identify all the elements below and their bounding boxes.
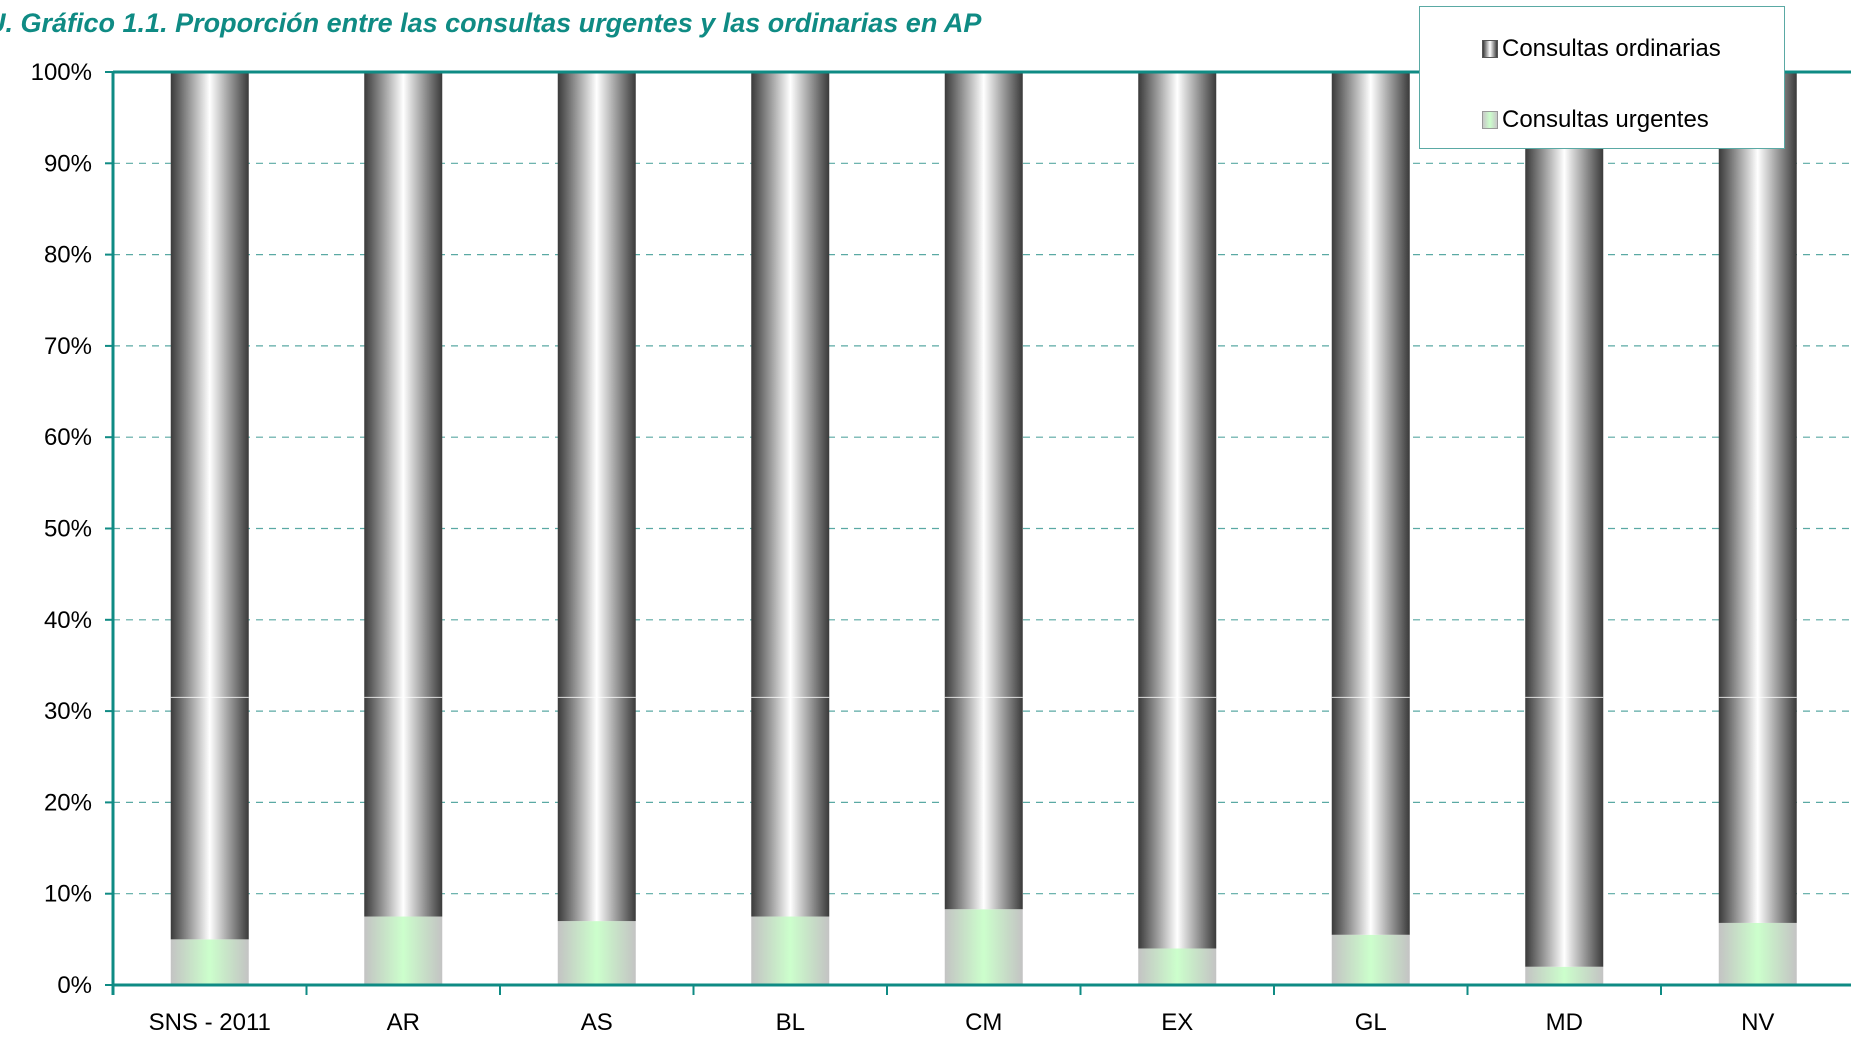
bar-consultas-ordinarias — [751, 72, 830, 917]
x-tick-label: BL — [776, 1009, 805, 1036]
bar-consultas-ordinarias — [944, 72, 1023, 910]
x-tick-label: MD — [1546, 1009, 1583, 1036]
x-tick-label: SNS - 2011 — [149, 1009, 271, 1036]
legend-label-ordinarias: Consultas ordinarias — [1502, 35, 1721, 62]
y-tick-label: 60% — [44, 424, 92, 451]
x-tick-label: EX — [1161, 1009, 1193, 1036]
legend-item-urgentes: Consultas urgentes — [1482, 106, 1709, 134]
legend-swatch-urgentes — [1482, 111, 1498, 129]
bar-consultas-ordinarias — [557, 72, 636, 922]
y-tick-label: 30% — [44, 698, 92, 725]
x-tick-label: AS — [581, 1009, 613, 1036]
chart-title-text: Gráfico 1.1. Proporción entre las consul… — [20, 8, 982, 38]
y-tick-label: 90% — [44, 150, 92, 177]
bar-consultas-urgentes — [1718, 922, 1797, 985]
legend-item-ordinarias: Consultas ordinarias — [1482, 35, 1721, 63]
chart-title-prefix: U. — [0, 8, 13, 38]
bar-consultas-ordinarias — [1138, 72, 1217, 949]
bar-consultas-ordinarias — [1525, 72, 1604, 967]
legend-label-urgentes: Consultas urgentes — [1502, 106, 1709, 133]
bar-consultas-urgentes — [557, 921, 636, 985]
y-tick-label: 80% — [44, 242, 92, 269]
bar-consultas-ordinarias — [1331, 72, 1410, 935]
y-tick-label: 100% — [31, 59, 92, 86]
bar-consultas-urgentes — [1331, 934, 1410, 985]
bar-consultas-urgentes — [364, 916, 443, 985]
y-tick-label: 10% — [44, 881, 92, 908]
y-tick-label: 20% — [44, 789, 92, 816]
x-tick-label: NV — [1741, 1009, 1774, 1036]
bar-consultas-ordinarias — [1718, 72, 1797, 923]
x-tick-label: AR — [387, 1009, 420, 1036]
chart-legend: Consultas ordinarias Consultas urgentes — [1419, 6, 1785, 149]
legend-swatch-ordinarias — [1482, 40, 1498, 58]
bar-consultas-urgentes — [1525, 966, 1604, 985]
bar-consultas-urgentes — [170, 939, 249, 985]
y-tick-label: 0% — [57, 972, 92, 999]
bar-consultas-ordinarias — [364, 72, 443, 917]
x-tick-label: CM — [965, 1009, 1002, 1036]
y-tick-label: 70% — [44, 333, 92, 360]
y-tick-label: 40% — [44, 607, 92, 634]
chart-title: U. Gráfico 1.1. Proporción entre las con… — [0, 8, 981, 39]
bar-consultas-ordinarias — [170, 72, 249, 940]
x-tick-label: GL — [1355, 1009, 1387, 1036]
bar-consultas-urgentes — [944, 909, 1023, 985]
bar-consultas-urgentes — [751, 916, 830, 985]
bar-consultas-urgentes — [1138, 948, 1217, 985]
y-tick-label: 50% — [44, 516, 92, 543]
